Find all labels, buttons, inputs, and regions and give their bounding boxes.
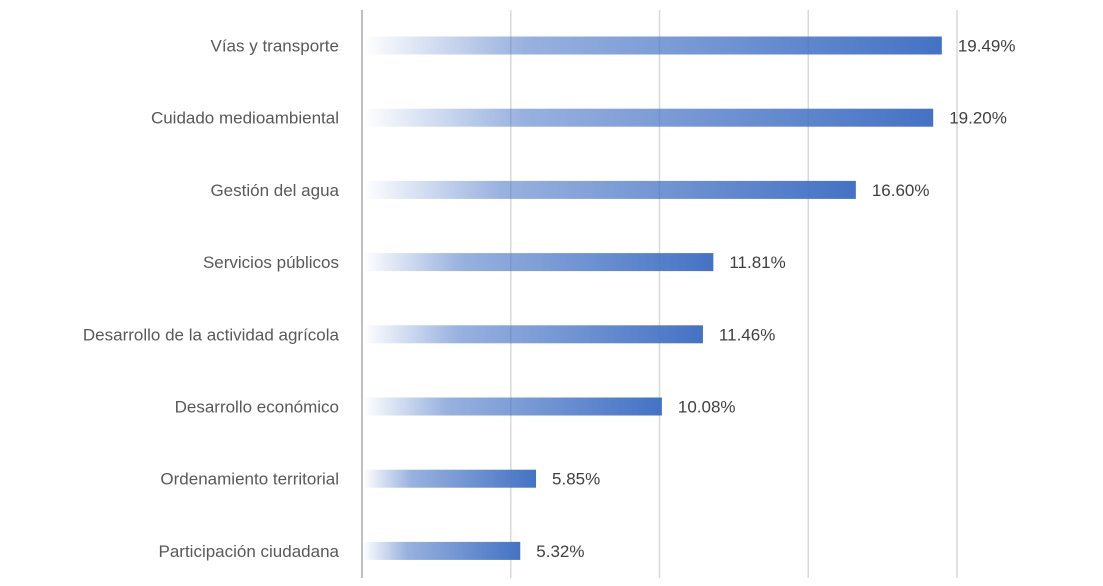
gridlines — [361, 10, 958, 578]
value-label: 11.81% — [729, 253, 785, 272]
category-label: Desarrollo de la actividad agrícola — [83, 325, 340, 344]
bar — [363, 469, 537, 488]
labels: Vías y transporte 19.49% Cuidado medioambi… — [83, 37, 1016, 561]
bar — [363, 325, 703, 344]
bar — [363, 180, 856, 199]
bar — [363, 108, 934, 127]
value-label: 10.08% — [678, 398, 736, 417]
bar — [363, 36, 942, 55]
category-label: Gestión del agua — [210, 181, 339, 200]
value-label: 19.20% — [949, 109, 1007, 128]
bar — [363, 253, 714, 272]
category-label: Desarrollo económico — [175, 398, 339, 417]
category-label: Cuidado medioambiental — [151, 109, 339, 128]
bar — [363, 397, 662, 416]
category-label: Servicios públicos — [203, 253, 339, 272]
category-label: Ordenamiento territorial — [160, 470, 339, 489]
value-label: 5.32% — [536, 542, 584, 561]
category-label: Vías y transporte — [210, 37, 339, 56]
category-label: Participación ciudadana — [158, 542, 339, 561]
value-label: 11.46% — [719, 325, 775, 344]
value-label: 5.85% — [552, 470, 600, 489]
bar — [363, 541, 521, 560]
value-label: 16.60% — [872, 181, 930, 200]
value-label: 19.49% — [958, 37, 1016, 56]
bars — [363, 36, 942, 560]
